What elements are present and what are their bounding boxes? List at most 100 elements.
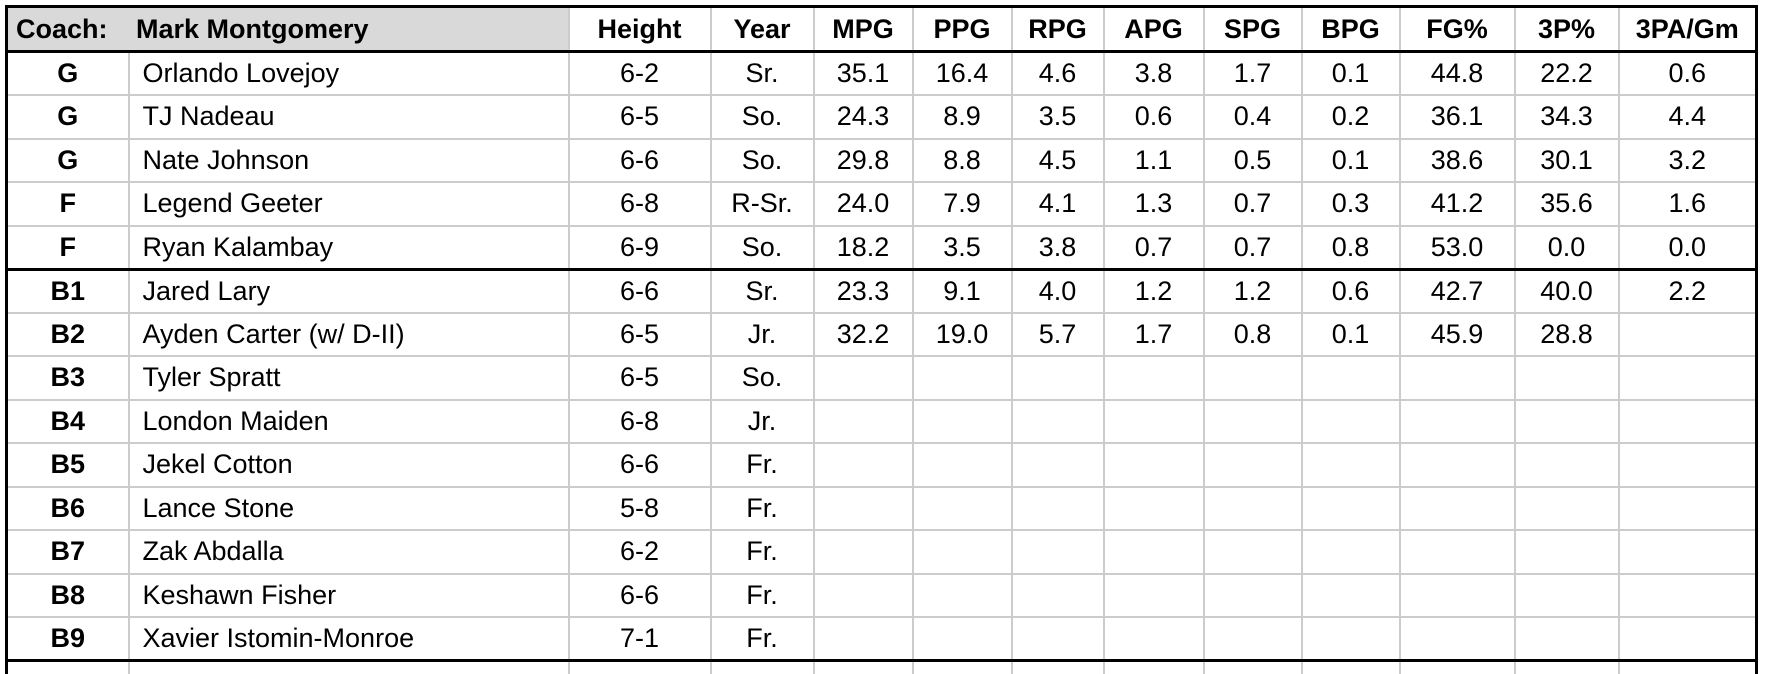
- cell-height[interactable]: 7-1: [567, 616, 712, 662]
- cell-spg[interactable]: 0.7: [1202, 224, 1303, 270]
- cell-empty[interactable]: [567, 659, 712, 674]
- cell-year[interactable]: Sr.: [709, 50, 815, 96]
- cell-spg[interactable]: [1202, 616, 1303, 662]
- cell-apg[interactable]: [1102, 616, 1205, 662]
- column-header-mpg[interactable]: MPG: [812, 5, 914, 53]
- cell-bpg[interactable]: [1300, 572, 1401, 618]
- cell-player-name[interactable]: Jekel Cotton: [127, 442, 570, 488]
- cell-bpg[interactable]: [1300, 398, 1401, 444]
- column-header-year[interactable]: Year: [709, 5, 815, 53]
- cell-bpg[interactable]: [1300, 529, 1401, 575]
- cell-apg[interactable]: [1102, 572, 1205, 618]
- cell-position[interactable]: F: [5, 224, 130, 270]
- cell-spg[interactable]: 0.7: [1202, 181, 1303, 227]
- cell-apg[interactable]: 1.3: [1102, 181, 1205, 227]
- cell-height[interactable]: 6-6: [567, 137, 712, 183]
- column-header-3p[interactable]: 3P%: [1513, 5, 1620, 53]
- cell-fg-pct[interactable]: 42.7: [1398, 268, 1516, 314]
- cell-position[interactable]: B9: [5, 616, 130, 662]
- cell-fg-pct[interactable]: 45.9: [1398, 311, 1516, 357]
- cell-ppg[interactable]: 19.0: [911, 311, 1013, 357]
- cell-empty[interactable]: [1617, 659, 1758, 674]
- cell-3pa-gm[interactable]: 1.6: [1617, 181, 1758, 227]
- cell-player-name[interactable]: Jared Lary: [127, 268, 570, 314]
- cell-year[interactable]: So.: [709, 94, 815, 140]
- cell-player-name[interactable]: Ryan Kalambay: [127, 224, 570, 270]
- column-header-ppg[interactable]: PPG: [911, 5, 1013, 53]
- cell-3p-pct[interactable]: [1513, 572, 1620, 618]
- cell-3pa-gm[interactable]: [1617, 311, 1758, 357]
- cell-3p-pct[interactable]: [1513, 398, 1620, 444]
- cell-bpg[interactable]: [1300, 442, 1401, 488]
- cell-spg[interactable]: 0.5: [1202, 137, 1303, 183]
- cell-empty[interactable]: [1300, 659, 1401, 674]
- cell-bpg[interactable]: [1300, 485, 1401, 531]
- cell-rpg[interactable]: [1010, 442, 1105, 488]
- cell-fg-pct[interactable]: [1398, 572, 1516, 618]
- cell-fg-pct[interactable]: [1398, 485, 1516, 531]
- cell-ppg[interactable]: 16.4: [911, 50, 1013, 96]
- cell-rpg[interactable]: [1010, 616, 1105, 662]
- cell-rpg[interactable]: 3.8: [1010, 224, 1105, 270]
- cell-mpg[interactable]: [812, 398, 914, 444]
- cell-ppg[interactable]: [911, 442, 1013, 488]
- cell-fg-pct[interactable]: 44.8: [1398, 50, 1516, 96]
- column-header-3pa-gm[interactable]: 3PA/Gm: [1617, 5, 1758, 53]
- cell-rpg[interactable]: [1010, 355, 1105, 401]
- cell-3p-pct[interactable]: 28.8: [1513, 311, 1620, 357]
- cell-3p-pct[interactable]: [1513, 442, 1620, 488]
- cell-3pa-gm[interactable]: 3.2: [1617, 137, 1758, 183]
- cell-spg[interactable]: 1.7: [1202, 50, 1303, 96]
- cell-3pa-gm[interactable]: [1617, 616, 1758, 662]
- cell-3p-pct[interactable]: [1513, 616, 1620, 662]
- cell-fg-pct[interactable]: [1398, 442, 1516, 488]
- cell-year[interactable]: Fr.: [709, 442, 815, 488]
- cell-ppg[interactable]: 9.1: [911, 268, 1013, 314]
- cell-year[interactable]: Sr.: [709, 268, 815, 314]
- cell-empty[interactable]: [709, 659, 815, 674]
- cell-empty[interactable]: [812, 659, 914, 674]
- cell-mpg[interactable]: 23.3: [812, 268, 914, 314]
- cell-year[interactable]: So.: [709, 224, 815, 270]
- cell-ppg[interactable]: [911, 616, 1013, 662]
- cell-spg[interactable]: [1202, 572, 1303, 618]
- cell-mpg[interactable]: 29.8: [812, 137, 914, 183]
- cell-player-name[interactable]: Zak Abdalla: [127, 529, 570, 575]
- cell-apg[interactable]: 1.2: [1102, 268, 1205, 314]
- cell-rpg[interactable]: [1010, 398, 1105, 444]
- cell-3pa-gm[interactable]: 0.6: [1617, 50, 1758, 96]
- cell-empty[interactable]: [1102, 659, 1205, 674]
- cell-mpg[interactable]: 24.3: [812, 94, 914, 140]
- cell-apg[interactable]: [1102, 355, 1205, 401]
- cell-apg[interactable]: [1102, 485, 1205, 531]
- cell-height[interactable]: 6-6: [567, 442, 712, 488]
- cell-ppg[interactable]: [911, 572, 1013, 618]
- cell-fg-pct[interactable]: [1398, 529, 1516, 575]
- cell-player-name[interactable]: Ayden Carter (w/ D-II): [127, 311, 570, 357]
- cell-spg[interactable]: [1202, 485, 1303, 531]
- cell-bpg[interactable]: 0.3: [1300, 181, 1401, 227]
- cell-ppg[interactable]: [911, 355, 1013, 401]
- cell-height[interactable]: 6-5: [567, 311, 712, 357]
- cell-fg-pct[interactable]: 36.1: [1398, 94, 1516, 140]
- cell-position[interactable]: B6: [5, 485, 130, 531]
- cell-spg[interactable]: [1202, 398, 1303, 444]
- column-header-bpg[interactable]: BPG: [1300, 5, 1401, 53]
- cell-bpg[interactable]: 0.1: [1300, 137, 1401, 183]
- cell-rpg[interactable]: 3.5: [1010, 94, 1105, 140]
- cell-bpg[interactable]: 0.2: [1300, 94, 1401, 140]
- cell-position[interactable]: G: [5, 137, 130, 183]
- cell-fg-pct[interactable]: [1398, 398, 1516, 444]
- cell-height[interactable]: 5-8: [567, 485, 712, 531]
- cell-year[interactable]: So.: [709, 137, 815, 183]
- cell-position[interactable]: B3: [5, 355, 130, 401]
- cell-height[interactable]: 6-2: [567, 529, 712, 575]
- column-header-apg[interactable]: APG: [1102, 5, 1205, 53]
- cell-mpg[interactable]: [812, 442, 914, 488]
- cell-apg[interactable]: 3.8: [1102, 50, 1205, 96]
- cell-year[interactable]: Fr.: [709, 616, 815, 662]
- cell-3p-pct[interactable]: 0.0: [1513, 224, 1620, 270]
- cell-apg[interactable]: 1.1: [1102, 137, 1205, 183]
- cell-mpg[interactable]: [812, 485, 914, 531]
- cell-empty[interactable]: [1398, 659, 1516, 674]
